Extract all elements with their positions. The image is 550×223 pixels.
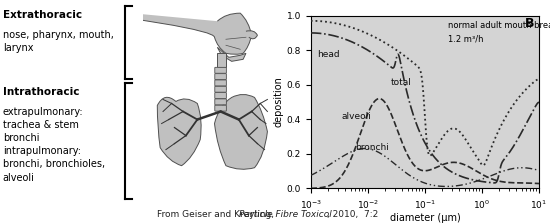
Text: head: head bbox=[317, 50, 340, 59]
Text: Intrathoracic: Intrathoracic bbox=[3, 87, 79, 97]
FancyBboxPatch shape bbox=[215, 105, 227, 111]
FancyBboxPatch shape bbox=[215, 99, 227, 105]
FancyBboxPatch shape bbox=[215, 74, 227, 80]
Text: From Geiser and Kreyling,: From Geiser and Kreyling, bbox=[157, 210, 277, 219]
Text: bronchi: bronchi bbox=[355, 143, 389, 152]
PathPatch shape bbox=[157, 97, 201, 166]
PathPatch shape bbox=[217, 47, 246, 61]
PathPatch shape bbox=[246, 31, 257, 39]
Y-axis label: deposition: deposition bbox=[274, 76, 284, 128]
Text: B: B bbox=[525, 17, 535, 30]
Text: extrapulmonary:
trachea & stem
bronchi
intrapulmonary:
bronchi, bronchioles,
alv: extrapulmonary: trachea & stem bronchi i… bbox=[3, 107, 105, 182]
Text: Extrathoracic: Extrathoracic bbox=[3, 10, 82, 20]
Text: , 2010,  7:2: , 2010, 7:2 bbox=[327, 210, 378, 219]
FancyBboxPatch shape bbox=[215, 80, 227, 86]
X-axis label: diameter (µm): diameter (µm) bbox=[389, 213, 460, 223]
Text: Particle Fibre Toxicol: Particle Fibre Toxicol bbox=[239, 210, 332, 219]
PathPatch shape bbox=[214, 13, 252, 54]
Text: alveoli: alveoli bbox=[342, 112, 372, 121]
Polygon shape bbox=[217, 53, 226, 67]
PathPatch shape bbox=[214, 95, 267, 169]
FancyBboxPatch shape bbox=[215, 93, 227, 99]
Text: 1.2 m³/h: 1.2 m³/h bbox=[448, 35, 483, 44]
FancyBboxPatch shape bbox=[215, 67, 227, 73]
Text: normal adult mouth breather: normal adult mouth breather bbox=[448, 21, 550, 30]
FancyBboxPatch shape bbox=[215, 86, 227, 92]
Text: nose, pharynx, mouth,
larynx: nose, pharynx, mouth, larynx bbox=[3, 30, 114, 53]
Text: total: total bbox=[390, 78, 411, 87]
